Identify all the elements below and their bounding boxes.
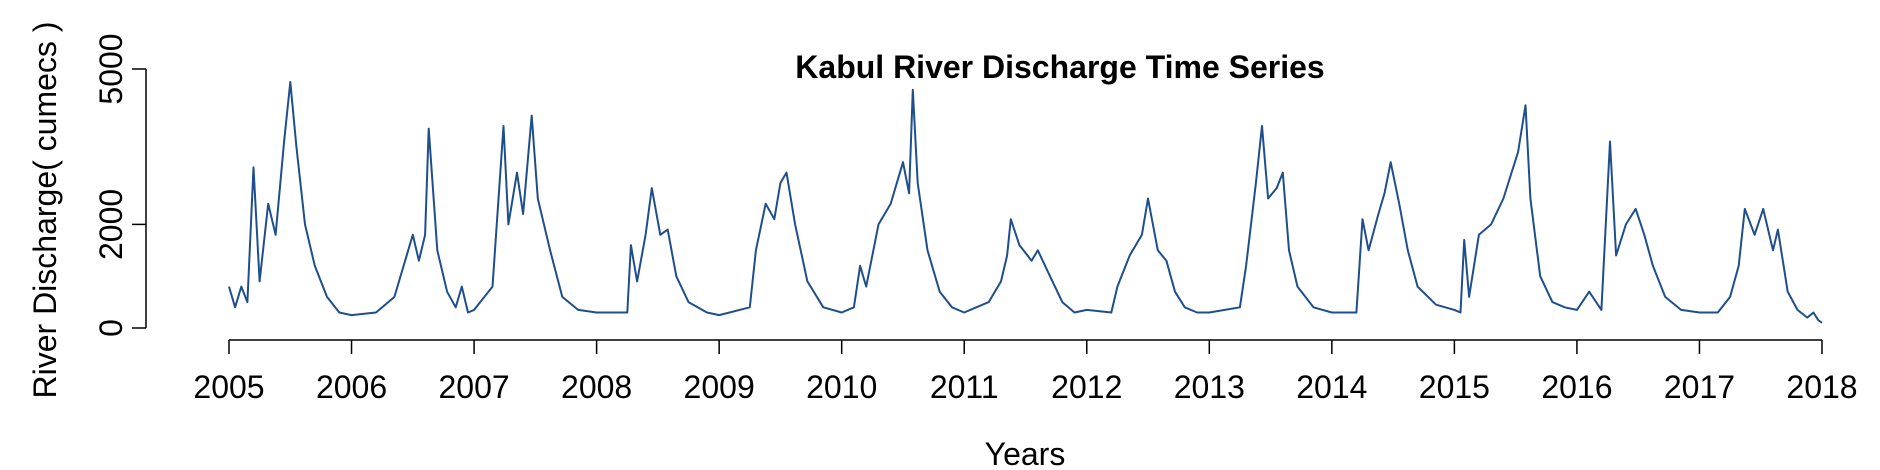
x-tick-label: 2018 (1786, 369, 1857, 405)
chart-title: Kabul River Discharge Time Series (795, 49, 1324, 85)
x-tick-label: 2009 (684, 369, 755, 405)
x-axis-label: Years (985, 436, 1066, 470)
x-tick-label: 2016 (1541, 369, 1612, 405)
x-tick-label: 2012 (1051, 369, 1122, 405)
x-tick-label: 2011 (930, 369, 999, 405)
y-tick-label: 0 (93, 319, 129, 337)
y-axis-label: River Discharge( cumecs ) (27, 22, 63, 399)
data-line (228, 81, 1823, 324)
x-tick-label: 2015 (1419, 369, 1490, 405)
y-tick-label: 5000 (93, 33, 129, 104)
x-tick-label: 2014 (1296, 369, 1367, 405)
x-tick-label: 2008 (561, 369, 632, 405)
x-tick-label: 2017 (1664, 369, 1735, 405)
x-tick-label: 2007 (438, 369, 509, 405)
x-tick-label: 2005 (193, 369, 264, 405)
x-tick-label: 2010 (806, 369, 877, 405)
x-tick-label: 2006 (316, 369, 387, 405)
y-tick-label: 2000 (93, 189, 129, 260)
x-tick-label: 2013 (1174, 369, 1245, 405)
